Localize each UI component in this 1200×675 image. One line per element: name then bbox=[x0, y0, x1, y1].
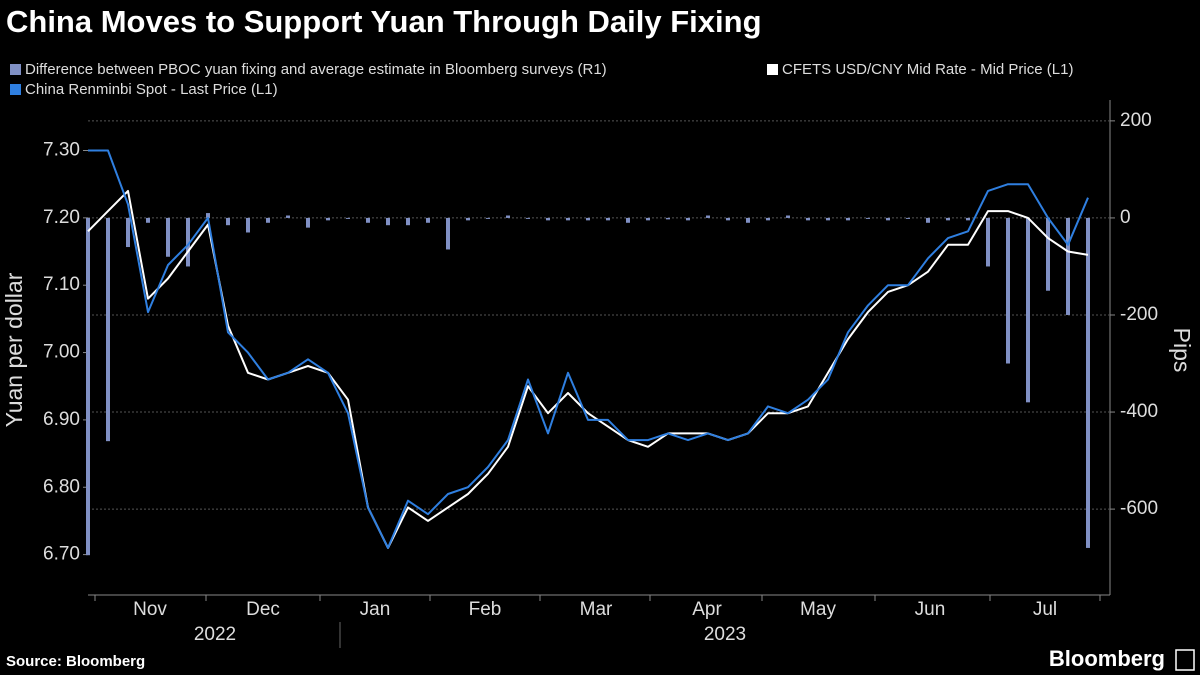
bar bbox=[946, 217, 950, 221]
bar bbox=[206, 213, 210, 218]
x-tick-label: Jan bbox=[360, 599, 391, 620]
bar bbox=[886, 217, 890, 221]
bar bbox=[346, 217, 350, 219]
bar bbox=[486, 217, 490, 219]
line bbox=[87, 189, 1089, 549]
bar bbox=[766, 217, 770, 221]
legend-swatch bbox=[10, 64, 21, 75]
x-tick-label: Nov bbox=[133, 599, 167, 620]
y2-tick-label: 0 bbox=[1120, 207, 1131, 228]
y-tick-label: 7.10 bbox=[43, 274, 80, 295]
bar bbox=[426, 217, 430, 223]
x-tick-label: Apr bbox=[692, 599, 722, 620]
bar bbox=[466, 217, 470, 221]
y2-tick-label: -600 bbox=[1120, 498, 1158, 519]
bar bbox=[546, 217, 550, 221]
y-tick-label: 7.20 bbox=[43, 207, 80, 228]
bar bbox=[746, 217, 750, 223]
x-tick-label: Dec bbox=[246, 599, 280, 620]
bar bbox=[646, 217, 650, 221]
source: Source: Bloomberg bbox=[6, 653, 145, 670]
x-year-label: 2023 bbox=[704, 624, 746, 645]
y-tick-label: 6.70 bbox=[43, 544, 80, 565]
chart-title: China Moves to Support Yuan Through Dail… bbox=[6, 4, 762, 39]
bar bbox=[366, 217, 370, 223]
bar bbox=[806, 217, 810, 221]
bar bbox=[406, 217, 410, 226]
bar bbox=[1006, 217, 1010, 364]
bar bbox=[286, 215, 290, 218]
bar bbox=[1046, 217, 1050, 291]
y-tick-label: 6.90 bbox=[43, 409, 80, 430]
bar bbox=[1026, 217, 1030, 403]
bar bbox=[166, 217, 170, 257]
bar bbox=[686, 217, 690, 221]
x-year-label: 2022 bbox=[194, 624, 236, 645]
bar bbox=[786, 215, 790, 218]
y2-tick-label: 200 bbox=[1120, 110, 1152, 131]
x-tick-label: Mar bbox=[580, 599, 613, 620]
bar bbox=[566, 217, 570, 221]
bar bbox=[1066, 217, 1070, 315]
line bbox=[88, 149, 1089, 549]
bar bbox=[606, 217, 610, 221]
bar bbox=[906, 217, 910, 219]
bar bbox=[186, 217, 190, 267]
bar bbox=[726, 217, 730, 221]
x-tick-label: Jul bbox=[1033, 599, 1057, 620]
x-tick-label: Jun bbox=[915, 599, 946, 620]
bar bbox=[106, 217, 110, 442]
bar bbox=[526, 217, 530, 219]
legend-label: Difference between PBOC yuan fixing and … bbox=[25, 61, 607, 78]
bar bbox=[326, 217, 330, 221]
y-tick-label: 7.00 bbox=[43, 342, 80, 363]
y-tick-label: 7.30 bbox=[43, 140, 80, 161]
x-tick-label: May bbox=[800, 599, 836, 620]
bar bbox=[626, 217, 630, 223]
bar bbox=[86, 217, 90, 556]
brand: Bloomberg bbox=[1049, 646, 1165, 671]
bar bbox=[586, 217, 590, 221]
bar bbox=[386, 217, 390, 226]
bar bbox=[266, 217, 270, 223]
bar bbox=[706, 215, 710, 218]
y-tick-label: 6.80 bbox=[43, 476, 80, 497]
bar bbox=[126, 217, 130, 248]
legend-label: China Renminbi Spot - Last Price (L1) bbox=[25, 81, 278, 98]
bar bbox=[846, 217, 850, 221]
y-axis-title: Yuan per dollar bbox=[1, 272, 27, 427]
legend-label: CFETS USD/CNY Mid Rate - Mid Price (L1) bbox=[782, 61, 1073, 78]
bar bbox=[226, 217, 230, 226]
bar bbox=[146, 217, 150, 223]
bar bbox=[926, 217, 930, 223]
y2-tick-label: -200 bbox=[1120, 304, 1158, 325]
bar bbox=[666, 217, 670, 220]
legend-swatch bbox=[767, 64, 778, 75]
brand-icon bbox=[1175, 649, 1195, 671]
bar bbox=[246, 217, 250, 233]
bar bbox=[826, 217, 830, 221]
bar bbox=[506, 215, 510, 218]
y2-tick-label: -400 bbox=[1120, 401, 1158, 422]
bar bbox=[1086, 217, 1090, 548]
x-tick-label: Feb bbox=[469, 599, 502, 620]
legend-swatch bbox=[10, 84, 21, 95]
y2-axis-title: Pips bbox=[1169, 328, 1195, 373]
bar bbox=[446, 217, 450, 250]
bar bbox=[986, 217, 990, 267]
bar bbox=[866, 217, 870, 219]
bar bbox=[306, 217, 310, 228]
bar bbox=[966, 217, 970, 221]
